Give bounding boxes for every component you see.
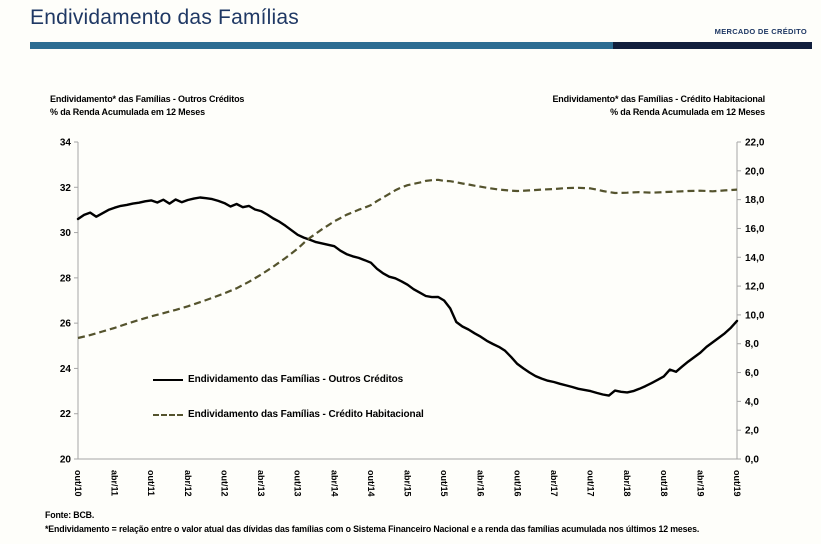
page-title: Endividamento das Famílias bbox=[30, 6, 299, 29]
x-axis-tick-label: abr/16 bbox=[476, 470, 486, 497]
left-axis-tick-label: 30 bbox=[60, 228, 72, 239]
x-axis-tick-label: out/17 bbox=[586, 470, 596, 497]
x-axis-tick-label: out/19 bbox=[732, 470, 742, 497]
right-axis-tick-label: 4,0 bbox=[745, 397, 759, 408]
right-axis-tick-label: 18,0 bbox=[745, 195, 765, 206]
section-label: MERCADO DE CRÉDITO bbox=[714, 27, 807, 36]
legend-label-outros-creditos: Endividamento das Famílias - Outros Créd… bbox=[188, 374, 404, 385]
left-axis-tick-label: 28 bbox=[60, 273, 72, 284]
x-axis-tick-label: out/11 bbox=[146, 470, 156, 496]
left-axis-tick-label: 22 bbox=[60, 409, 72, 420]
right-axis-tick-label: 16,0 bbox=[745, 224, 765, 235]
x-axis-tick-label: abr/11 bbox=[110, 470, 120, 496]
x-axis-tick-label: abr/18 bbox=[622, 470, 632, 497]
x-axis-tick-label: abr/14 bbox=[329, 470, 339, 497]
header-rule-dark-segment bbox=[612, 42, 812, 49]
right-axis-tick-label: 10,0 bbox=[745, 310, 765, 321]
right-axis-tick-label: 6,0 bbox=[745, 368, 759, 379]
chart-footnotes: Fonte: BCB. *Endividamento = relação ent… bbox=[45, 509, 811, 536]
left-axis-tick-label: 24 bbox=[60, 364, 72, 375]
x-axis-tick-label: out/18 bbox=[659, 470, 669, 497]
right-axis-title: Endividamento* das Famílias - Crédito Ha… bbox=[552, 93, 765, 119]
left-axis-tick-label: 20 bbox=[60, 455, 72, 466]
x-axis-tick-label: out/10 bbox=[73, 470, 83, 497]
series-line-outros-creditos bbox=[76, 196, 739, 397]
x-axis-tick-label: abr/13 bbox=[256, 470, 266, 497]
x-axis-tick-label: abr/19 bbox=[695, 470, 705, 497]
right-axis-tick-label: 20,0 bbox=[745, 166, 765, 177]
right-axis-tick-label: 8,0 bbox=[745, 339, 759, 350]
left-axis-title-line1: Endividamento* das Famílias - Outros Cré… bbox=[50, 94, 245, 104]
x-axis-tick-label: out/13 bbox=[293, 470, 303, 497]
right-axis-tick-label: 12,0 bbox=[745, 282, 765, 293]
legend-solid-line-icon bbox=[153, 378, 183, 381]
right-axis-tick-label: 2,0 bbox=[745, 426, 759, 437]
left-axis-title: Endividamento* das Famílias - Outros Cré… bbox=[50, 93, 244, 119]
x-axis-tick-label: abr/17 bbox=[549, 470, 559, 497]
definition-note: *Endividamento = relação entre o valor a… bbox=[45, 523, 700, 534]
left-axis-title-line2: % da Renda Acumulada em 12 Meses bbox=[50, 107, 205, 117]
header-rule-blue-segment bbox=[30, 42, 613, 49]
x-axis-tick-label: out/12 bbox=[219, 470, 229, 497]
left-axis-tick-label: 34 bbox=[60, 138, 72, 149]
right-axis-tick-label: 22,0 bbox=[745, 138, 765, 149]
left-axis-tick-label: 32 bbox=[60, 183, 72, 194]
legend-dashed-line-icon bbox=[153, 413, 183, 416]
x-axis-tick-label: out/14 bbox=[366, 470, 376, 497]
x-axis-tick-label: out/16 bbox=[512, 470, 522, 497]
x-axis-tick-label: abr/12 bbox=[183, 470, 193, 497]
legend-label-credito-habitacional: Endividamento das Famílias - Crédito Hab… bbox=[188, 409, 424, 420]
legend-item-outros-creditos: Endividamento das Famílias - Outros Créd… bbox=[153, 374, 424, 385]
right-axis-title-line2: % da Renda Acumulada em 12 Meses bbox=[610, 107, 765, 117]
right-axis-tick-label: 14,0 bbox=[745, 253, 765, 264]
chart-legend: Endividamento das Famílias - Outros Créd… bbox=[153, 374, 424, 420]
left-axis-tick-label: 26 bbox=[60, 319, 72, 330]
legend-item-credito-habitacional: Endividamento das Famílias - Crédito Hab… bbox=[153, 409, 424, 420]
series-line-credito-habitacional bbox=[77, 178, 738, 340]
header-rule bbox=[30, 42, 812, 49]
right-axis-title-line1: Endividamento* das Famílias - Crédito Ha… bbox=[552, 94, 765, 104]
right-axis-tick-label: 0,0 bbox=[745, 455, 759, 466]
x-axis-tick-label: abr/15 bbox=[403, 470, 413, 497]
x-axis-tick-label: out/15 bbox=[439, 470, 449, 497]
source-note: Fonte: BCB. bbox=[45, 510, 95, 520]
